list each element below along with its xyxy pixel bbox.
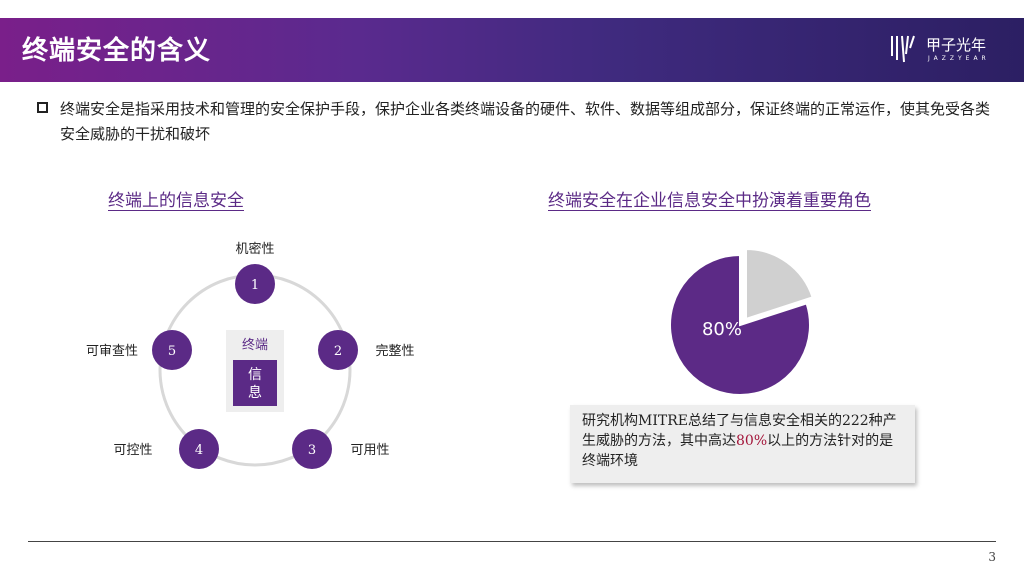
note-highlight: 80% [736,433,768,449]
pie-slice-label: 80% [702,319,742,340]
threat-pie-chart: 80% [669,247,814,396]
logo-mark-icon [891,35,915,63]
node-3: 3 可用性 [292,429,390,469]
right-subtitle: 终端安全在企业信息安全中扮演着重要角色 [548,191,871,211]
node-1-label: 机密性 [235,241,274,257]
node-2: 2 完整性 [318,330,415,370]
node-5-number: 5 [168,344,176,359]
note-text: 研究机构MITRE总结了与信息安全相关的222种产生威胁的方法，其中高达80%以… [582,411,907,471]
page-title: 终端安全的含义 [22,36,212,66]
bullet-square-icon [37,102,48,113]
note-part-1: 研究机构MITRE总结了与信息安全相关的222种产生威胁的方法，其中高达 [582,413,897,449]
center-inner-box [233,360,277,406]
node-2-number: 2 [334,344,342,359]
node-4-number: 4 [195,443,203,458]
node-5-label: 可审查性 [86,344,138,359]
node-4: 4 可控性 [113,429,219,469]
pie-slice-2 [745,247,814,321]
node-1-number: 1 [251,278,259,293]
node-3-number-visible: 3 [308,443,316,458]
pie-slice-1 [669,253,811,396]
node-4-label: 可控性 [113,443,152,458]
header-banner: 终端安全的含义 甲子光年 JAZZYEAR [0,18,1024,82]
node-2-label: 完整性 [375,344,414,359]
center-inner-label: 信息 [248,367,262,401]
node-5: 5 可审查性 [86,330,192,370]
left-subtitle: 终端上的信息安全 [108,191,244,211]
page-number: 3 [988,550,996,564]
node-1: 1 机密性 [235,241,275,304]
intro-paragraph: 终端安全是指采用技术和管理的安全保护手段，保护企业各类终端设备的硬件、软件、数据… [60,100,991,143]
center-top-label: 终端 [242,337,268,353]
note-box: 研究机构MITRE总结了与信息安全相关的222种产生威胁的方法，其中高达80%以… [570,405,915,483]
note-part-2: 以上的方法针对的是终端环境 [582,433,894,469]
logo-text: 甲子光年 [926,36,987,54]
brand-logo: 甲子光年 JAZZYEAR [888,30,998,70]
logo-subtext: JAZZYEAR [928,55,990,62]
footer-divider [28,541,996,542]
node-3-label: 可用性 [350,443,389,458]
security-attributes-diagram: 终端 信息 1 机密性 2 完整性 3 可用性 4 可控性 5 可审查性 [86,241,415,469]
